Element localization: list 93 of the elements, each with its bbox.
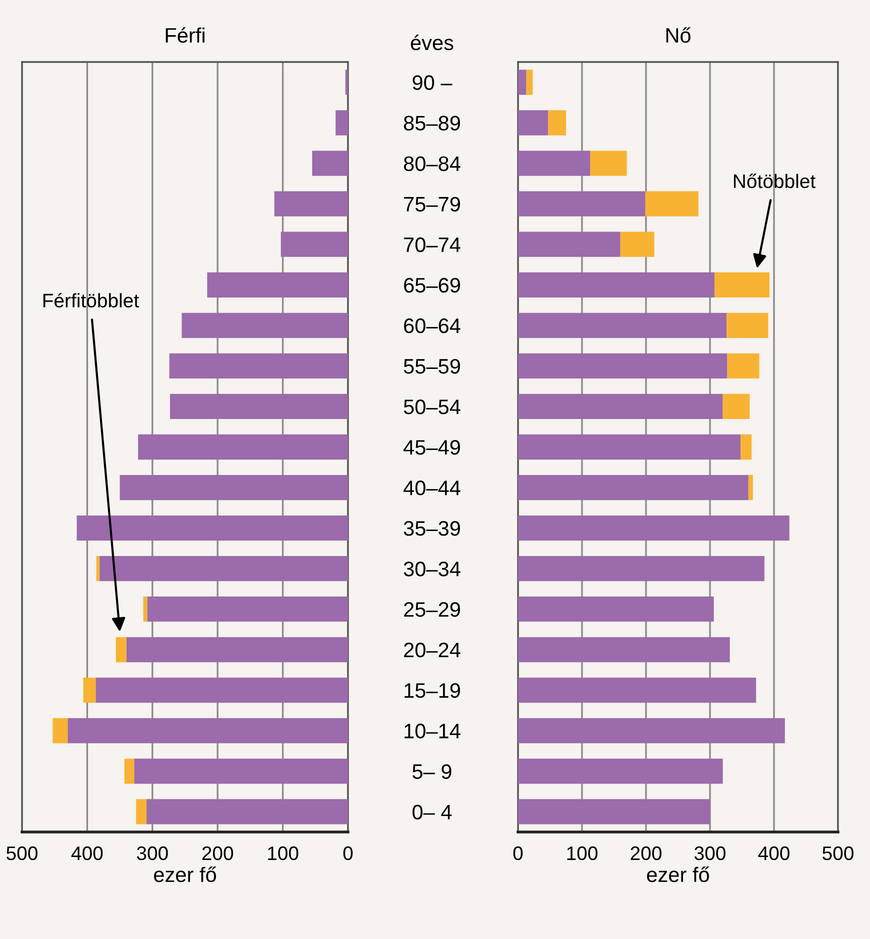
bar bbox=[518, 70, 526, 95]
bar bbox=[124, 758, 134, 784]
bar bbox=[126, 637, 348, 662]
x-tick-label: 100 bbox=[567, 846, 598, 860]
bar bbox=[518, 556, 764, 582]
bar bbox=[274, 191, 348, 216]
y-tick-label: 70–74 bbox=[404, 237, 460, 252]
chart-title: Nő bbox=[666, 27, 691, 43]
bar bbox=[518, 718, 785, 744]
x-tick-label: 500 bbox=[822, 846, 854, 860]
bar bbox=[116, 637, 126, 662]
bar bbox=[76, 515, 348, 541]
bar bbox=[518, 515, 790, 541]
y-tick-label: 80–84 bbox=[404, 156, 460, 172]
bar bbox=[518, 150, 590, 176]
bar bbox=[120, 474, 348, 500]
bar bbox=[518, 637, 730, 662]
y-tick-label: 75–79 bbox=[404, 196, 460, 212]
bar bbox=[645, 191, 698, 216]
bar bbox=[146, 799, 348, 824]
bar bbox=[740, 434, 752, 460]
bar bbox=[134, 758, 348, 784]
bar bbox=[138, 434, 348, 460]
x-tick-label: 100 bbox=[268, 846, 298, 860]
bar bbox=[714, 272, 770, 298]
y-tick-label: 5– 9 bbox=[412, 764, 452, 779]
bar bbox=[727, 353, 760, 379]
bar bbox=[518, 474, 748, 500]
y-tick-label: 65–69 bbox=[404, 278, 460, 293]
x-tick-label: 300 bbox=[694, 846, 726, 860]
y-tick-label: 30–34 bbox=[404, 562, 460, 576]
x-axis-title: ezer fő bbox=[154, 866, 216, 882]
bar bbox=[518, 272, 714, 298]
y-tick-label: 15–19 bbox=[404, 683, 460, 698]
y-tick-label: 35–39 bbox=[404, 521, 460, 536]
annotation: Nőtöbblet bbox=[734, 174, 816, 188]
bar bbox=[182, 312, 348, 338]
bar bbox=[518, 312, 727, 338]
bar bbox=[280, 232, 348, 257]
annotation: Férfitöbblet bbox=[43, 292, 139, 308]
bar bbox=[83, 678, 96, 703]
bar bbox=[312, 150, 348, 176]
chart-title: Férfi bbox=[166, 27, 204, 43]
bar bbox=[147, 596, 348, 622]
bar bbox=[96, 678, 348, 703]
y-tick-label: 40–44 bbox=[404, 480, 460, 496]
x-tick-label: 300 bbox=[136, 846, 168, 860]
bar bbox=[518, 758, 723, 784]
bar bbox=[518, 434, 741, 460]
bar bbox=[518, 678, 756, 703]
y-tick-label: 60–64 bbox=[404, 318, 460, 334]
bar bbox=[52, 718, 68, 744]
bar bbox=[345, 70, 348, 95]
bar bbox=[169, 353, 348, 379]
bar bbox=[518, 110, 548, 136]
y-axis-title: éves bbox=[410, 34, 454, 50]
bar bbox=[722, 394, 750, 420]
y-tick-label: 45–49 bbox=[404, 440, 460, 455]
y-tick-label: 90 – bbox=[412, 75, 452, 90]
bar bbox=[518, 232, 620, 257]
x-tick-label: 200 bbox=[202, 846, 234, 860]
bar bbox=[207, 272, 348, 298]
bar bbox=[748, 474, 753, 500]
x-axis-title: ezer fő bbox=[647, 866, 710, 882]
bar bbox=[68, 718, 348, 744]
bar bbox=[590, 150, 627, 176]
bar bbox=[136, 799, 147, 824]
bar bbox=[518, 394, 723, 420]
bar bbox=[518, 596, 714, 622]
y-tick-label: 50–54 bbox=[404, 399, 460, 414]
bar bbox=[620, 232, 654, 257]
bar bbox=[100, 556, 348, 582]
x-tick-label: 400 bbox=[758, 846, 790, 860]
bar bbox=[726, 312, 768, 338]
x-tick-label: 400 bbox=[71, 846, 103, 860]
y-tick-label: 0– 4 bbox=[412, 804, 452, 820]
bar bbox=[518, 191, 646, 216]
bar bbox=[518, 799, 710, 824]
bar bbox=[548, 110, 566, 136]
x-tick-label: 500 bbox=[6, 846, 38, 860]
y-tick-label: 85–89 bbox=[404, 116, 460, 131]
y-tick-label: 55–59 bbox=[404, 358, 460, 374]
bar bbox=[526, 70, 533, 95]
bar bbox=[518, 353, 728, 379]
x-tick-label: 200 bbox=[630, 846, 662, 860]
y-tick-label: 10–14 bbox=[404, 724, 460, 738]
x-tick-label: 0 bbox=[343, 846, 353, 860]
bar bbox=[96, 556, 100, 582]
y-tick-label: 20–24 bbox=[404, 642, 460, 658]
y-tick-label: 25–29 bbox=[404, 602, 460, 617]
bar bbox=[336, 110, 348, 136]
bar bbox=[170, 394, 348, 420]
x-tick-label: 0 bbox=[513, 846, 523, 860]
